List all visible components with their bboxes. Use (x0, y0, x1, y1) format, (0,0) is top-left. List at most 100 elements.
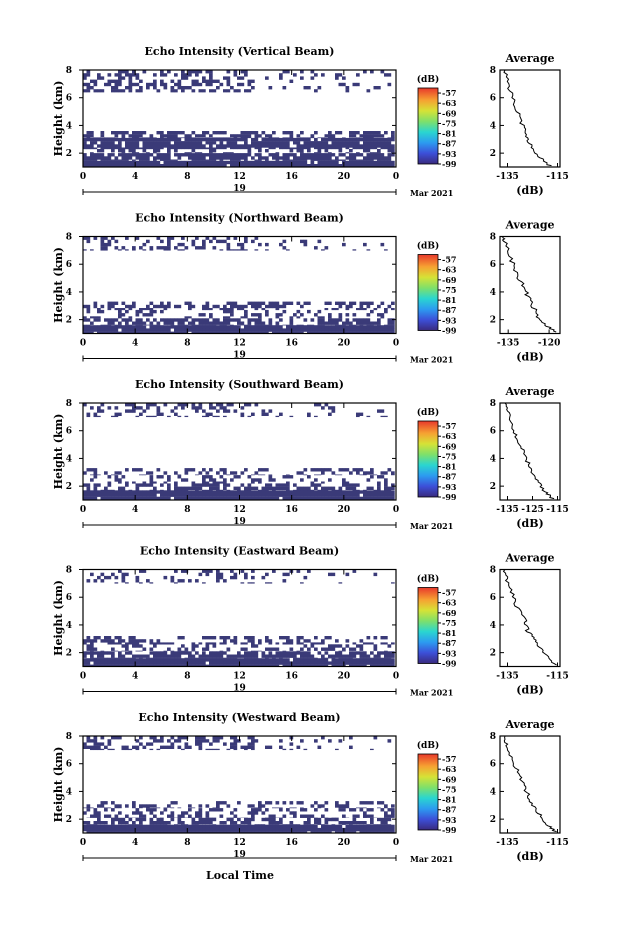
heatmap-cell (181, 70, 185, 74)
heatmap-cell (139, 650, 143, 652)
heatmap-cell (380, 159, 385, 161)
heatmap-cell (300, 137, 304, 139)
average-x-label: (dB) (516, 684, 543, 697)
heatmap-cell (202, 664, 206, 667)
heatmap-cell (261, 328, 266, 332)
heatmap-cell (181, 137, 185, 139)
heatmap-cell (328, 328, 332, 332)
heatmap-cell (202, 831, 206, 834)
heatmap-cell (286, 475, 290, 479)
heatmap-cell (212, 406, 217, 410)
heatmap-cell (275, 483, 280, 487)
heatmap-cell (244, 316, 248, 319)
heatmap-cell (377, 827, 381, 832)
heatmap-cell (314, 403, 318, 407)
heatmap-cell (156, 137, 161, 142)
heatmap-cell (195, 814, 199, 818)
heatmap-cell (167, 318, 171, 322)
heatmap-cell (191, 304, 196, 309)
heatmap-cell (195, 70, 199, 74)
heatmap-cell (366, 808, 371, 812)
heatmap-cell (338, 486, 343, 490)
heatmap-cell (338, 153, 343, 157)
heatmap-cell (195, 325, 199, 329)
heatmap-cell (275, 496, 280, 501)
heatmap-cell (149, 496, 154, 501)
heatmap-cell (289, 639, 294, 643)
heatmap-cell (261, 321, 266, 325)
heatmap-cell (352, 493, 357, 497)
heatmap-cell (296, 642, 301, 645)
heatmap-cell (93, 742, 98, 746)
heatmap-cell (286, 474, 290, 476)
heatmap-cell (387, 493, 392, 497)
heatmap-cell (146, 490, 150, 494)
heatmap-cell (342, 808, 346, 812)
heatmap-cell (265, 657, 269, 659)
heatmap-cell (104, 490, 108, 494)
heatmap-cell (387, 651, 392, 655)
heatmap-cell (181, 831, 185, 834)
heatmap-cell (247, 331, 252, 334)
heatmap-cell (125, 658, 129, 662)
heatmap-cell (300, 324, 304, 326)
heatmap-cell (198, 657, 203, 659)
average-y-tick-label: 4 (490, 621, 496, 631)
heatmap-cell (226, 309, 231, 314)
heatmap-cell (237, 308, 241, 311)
heatmap-cell (345, 661, 350, 665)
heatmap-cell (153, 654, 157, 658)
heatmap-cell (198, 808, 203, 812)
heatmap-cell (163, 144, 168, 148)
heatmap-cell (142, 827, 147, 832)
heatmap-cell (268, 144, 273, 148)
heatmap-cell (163, 134, 168, 138)
heatmap-cell (279, 824, 283, 829)
heatmap-cell (363, 471, 367, 475)
heatmap-cell (321, 137, 325, 142)
heatmap-cell (202, 481, 206, 484)
heatmap-cell (205, 321, 210, 325)
heatmap-cell (170, 579, 175, 583)
heatmap-cell (349, 821, 353, 825)
heatmap-cell (261, 331, 266, 334)
heatmap-cell (261, 651, 266, 655)
heatmap-cell (111, 301, 115, 305)
heatmap-cell (125, 86, 129, 90)
heatmap-cell (328, 644, 332, 648)
heatmap-cell (331, 471, 336, 475)
heatmap-cell (237, 147, 241, 150)
heatmap-cell (132, 827, 136, 832)
heatmap-cell (170, 164, 175, 168)
heatmap-cell (205, 160, 210, 165)
heatmap-cell (300, 657, 304, 659)
heatmap-cell (321, 657, 325, 659)
heatmap-cell (300, 131, 304, 135)
heatmap-cell (279, 412, 283, 416)
heatmap-cell (261, 131, 266, 135)
day-label: 19 (233, 684, 246, 694)
heatmap-cell (170, 324, 175, 326)
heatmap-cell (219, 736, 224, 740)
heatmap-cell (265, 639, 269, 643)
heatmap-cell (209, 156, 213, 160)
heatmap-cell (153, 304, 157, 309)
heatmap-cell (261, 661, 266, 665)
heatmap-cell (230, 313, 234, 317)
heatmap-cell (167, 236, 171, 240)
heatmap-cell (191, 647, 196, 651)
heatmap-cell (198, 745, 203, 749)
heatmap-cell (349, 496, 353, 501)
colorbar-tick-label: -57 (442, 88, 456, 98)
heatmap-cell (258, 325, 262, 329)
heatmap-cell (272, 325, 276, 329)
heatmap-cell (244, 403, 248, 407)
heatmap-cell (156, 807, 161, 809)
heatmap-cell (303, 160, 308, 165)
heatmap-cell (324, 821, 329, 825)
heatmap-cell (216, 147, 220, 150)
heatmap-cell (205, 236, 210, 240)
heatmap-cell (314, 801, 318, 805)
x-tick-label: 12 (233, 672, 246, 682)
heatmap-cell (146, 86, 150, 90)
